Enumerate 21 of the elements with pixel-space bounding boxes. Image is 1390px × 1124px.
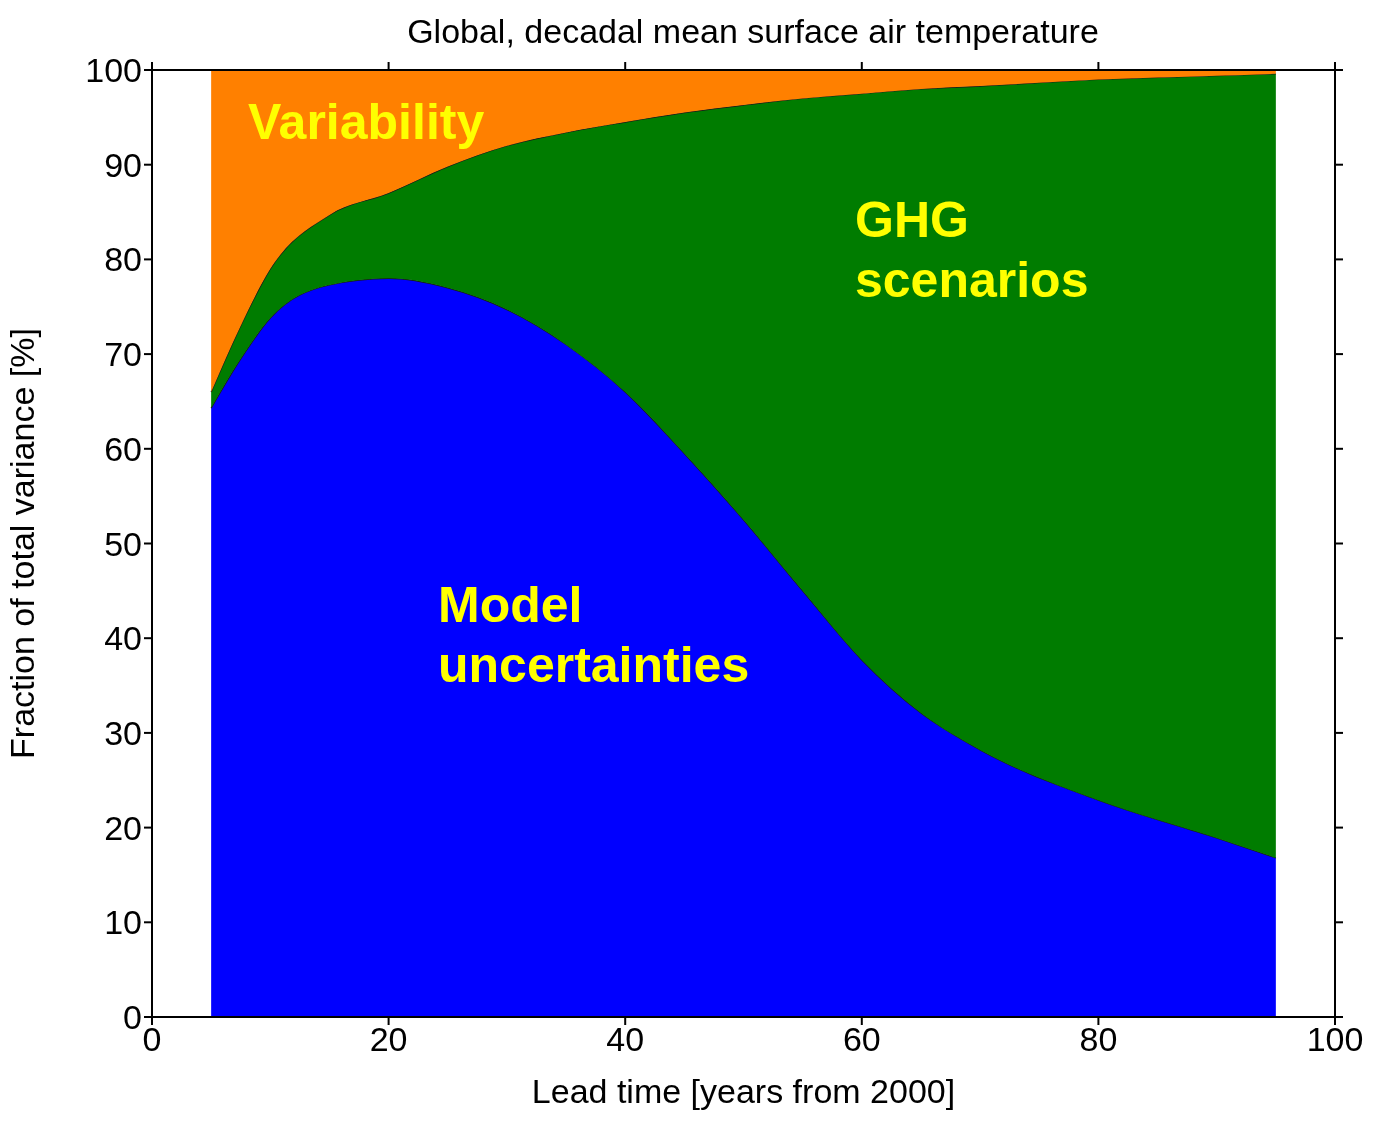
y-tick-label: 60 (104, 429, 142, 468)
y-tick-label: 90 (104, 145, 142, 184)
series-label: Variability (248, 93, 486, 152)
series-label: Model uncertainties (438, 576, 751, 695)
y-tick-label: 40 (104, 619, 142, 658)
x-tick-label: 40 (606, 1020, 645, 1059)
y-tick-label: 20 (104, 808, 142, 847)
x-tick-label: 100 (1306, 1020, 1364, 1059)
y-tick-label: 80 (104, 240, 142, 279)
x-tick-label: 80 (1079, 1020, 1118, 1059)
y-tick-label: 70 (104, 335, 142, 374)
x-tick-label: 60 (842, 1020, 881, 1059)
y-tick-label: 10 (104, 903, 142, 942)
chart-title: Global, decadal mean surface air temperature (406, 12, 1100, 51)
x-axis-title: Lead time [years from 2000] (531, 1072, 956, 1110)
x-tick-label: 20 (369, 1020, 408, 1059)
y-tick-label: 30 (104, 713, 142, 752)
y-tick-label: 100 (85, 51, 142, 90)
y-tick-label: 50 (104, 524, 142, 563)
series-label: GHG scenarios (855, 191, 1090, 310)
y-axis-title: Fraction of total variance [%] (3, 328, 42, 759)
